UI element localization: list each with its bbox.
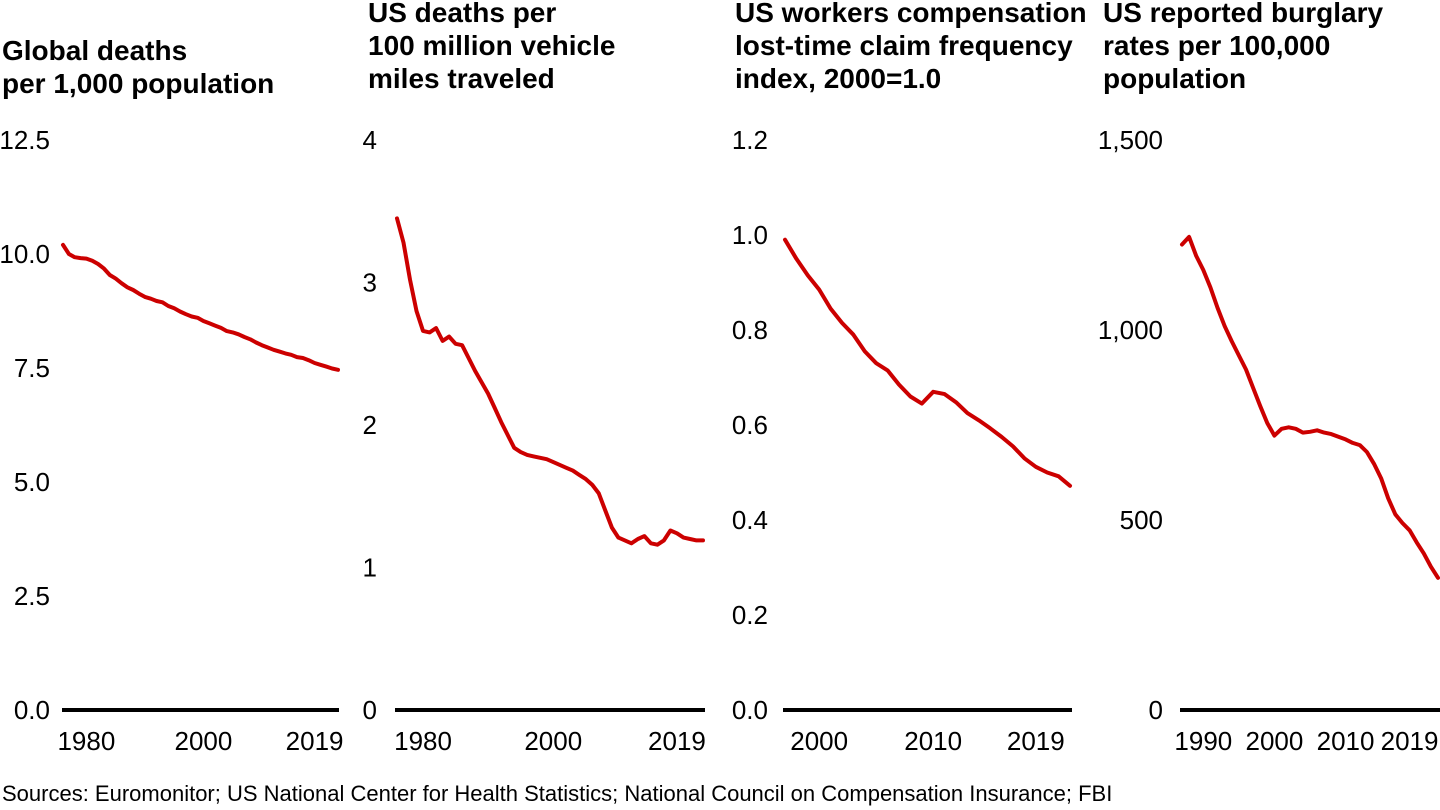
x-tick-label: 2019 (286, 726, 344, 756)
y-tick-label: 0.6 (732, 410, 768, 440)
x-tick-label: 2019 (1007, 726, 1065, 756)
trend-line (783, 237, 1072, 488)
x-tick-label: 2019 (648, 726, 706, 756)
y-tick-label: 0 (363, 695, 377, 725)
chart-plot-vehicle-deaths: 0 1 2 3 4 1980 2000 2019 (363, 125, 706, 756)
chart-title-burglary: US reported burglary rates per 100,000 p… (1103, 0, 1384, 94)
y-tick-label: 1 (363, 553, 377, 583)
x-tick-label: 2010 (904, 726, 962, 756)
y-tick-label: 1,000 (1098, 315, 1163, 345)
y-tick-label: 1,500 (1098, 125, 1163, 155)
y-tick-label: 2.5 (14, 581, 50, 611)
chart-plot-workers-comp: 0.0 0.2 0.4 0.6 0.8 1.0 1.2 2000 2010 2019 (732, 125, 1072, 756)
y-tick-label: 0.0 (732, 695, 768, 725)
y-tick-label: 5.0 (14, 467, 50, 497)
x-tick-label: 2010 (1317, 726, 1375, 756)
y-tick-label: 0.4 (732, 505, 768, 535)
x-tick-label: 2019 (1381, 726, 1439, 756)
x-tick-label: 1980 (57, 726, 115, 756)
chart-title-vehicle-deaths: US deaths per 100 million vehicle miles … (368, 0, 616, 94)
y-tick-label: 10.0 (0, 239, 50, 269)
trend-line (1180, 234, 1440, 580)
y-tick-label: 7.5 (14, 353, 50, 383)
y-tick-label: 0 (1149, 695, 1163, 725)
source-note: Sources: Euromonitor; US National Center… (2, 781, 1113, 806)
y-tick-label: 1.0 (732, 220, 768, 250)
x-tick-label: 2000 (790, 726, 848, 756)
x-tick-label: 1980 (394, 726, 452, 756)
x-tick-label: 2000 (1246, 726, 1304, 756)
y-tick-label: 12.5 (0, 125, 50, 155)
y-tick-label: 4 (363, 125, 377, 155)
trend-line (61, 242, 340, 372)
y-tick-label: 3 (363, 268, 377, 298)
y-tick-label: 1.2 (732, 125, 768, 155)
y-tick-label: 2 (363, 410, 377, 440)
y-tick-label: 0.8 (732, 315, 768, 345)
chart-title-global-deaths: Global deaths per 1,000 population (2, 35, 275, 99)
y-tick-label: 0.2 (732, 600, 768, 630)
y-tick-label: 500 (1120, 505, 1163, 535)
x-tick-label: 1990 (1174, 726, 1232, 756)
x-tick-label: 2000 (524, 726, 582, 756)
chart-title-workers-comp: US workers compensation lost-time claim … (735, 0, 1087, 94)
x-tick-label: 2000 (175, 726, 233, 756)
chart-plot-global-deaths: 0.0 2.5 5.0 7.5 10.0 12.5 1980 2000 2019 (0, 125, 344, 756)
y-tick-label: 0.0 (14, 695, 50, 725)
trend-line (395, 216, 705, 547)
chart-plot-burglary: 0 500 1,000 1,500 1990 2000 2010 2019 (1098, 125, 1440, 756)
